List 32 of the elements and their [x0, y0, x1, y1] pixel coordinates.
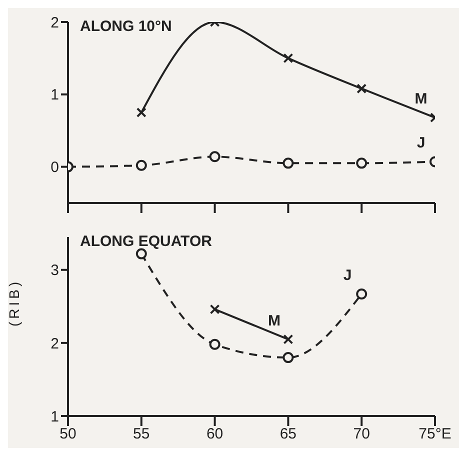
x-tick-label: 60 — [206, 426, 224, 443]
y-axis-title: (RIB) — [6, 278, 22, 326]
point — [356, 84, 367, 94]
y-tick-label: 3 — [50, 262, 59, 280]
series-label: M — [268, 312, 280, 330]
y-tick-label: 2 — [50, 335, 59, 352]
point — [356, 288, 368, 300]
point — [136, 160, 147, 171]
series-label: M — [414, 90, 428, 108]
x-tick-label: 70 — [353, 426, 370, 443]
series-label: J — [343, 266, 352, 284]
y-tick-label: 1 — [50, 408, 59, 426]
point — [282, 158, 294, 169]
x-tick-label: 75°E — [418, 426, 452, 443]
point — [356, 158, 368, 169]
point — [283, 53, 294, 64]
point — [282, 352, 294, 364]
y-tick-label: 0 — [50, 159, 59, 176]
point — [283, 334, 294, 344]
x-tick-label: 50 — [60, 426, 76, 443]
chart-title: ALONG EQUATOR — [80, 233, 212, 250]
x-tick-label: 55 — [133, 426, 150, 443]
y-tick-label: 1 — [50, 86, 59, 104]
point — [209, 338, 220, 350]
y-tick-label: 2 — [50, 14, 59, 32]
point — [209, 151, 220, 162]
chart-title: ALONG 10°N — [80, 18, 172, 35]
series-label: J — [416, 134, 426, 152]
point — [136, 248, 147, 260]
point — [210, 304, 220, 314]
x-tick-label: 65 — [280, 426, 297, 443]
point — [136, 108, 146, 118]
